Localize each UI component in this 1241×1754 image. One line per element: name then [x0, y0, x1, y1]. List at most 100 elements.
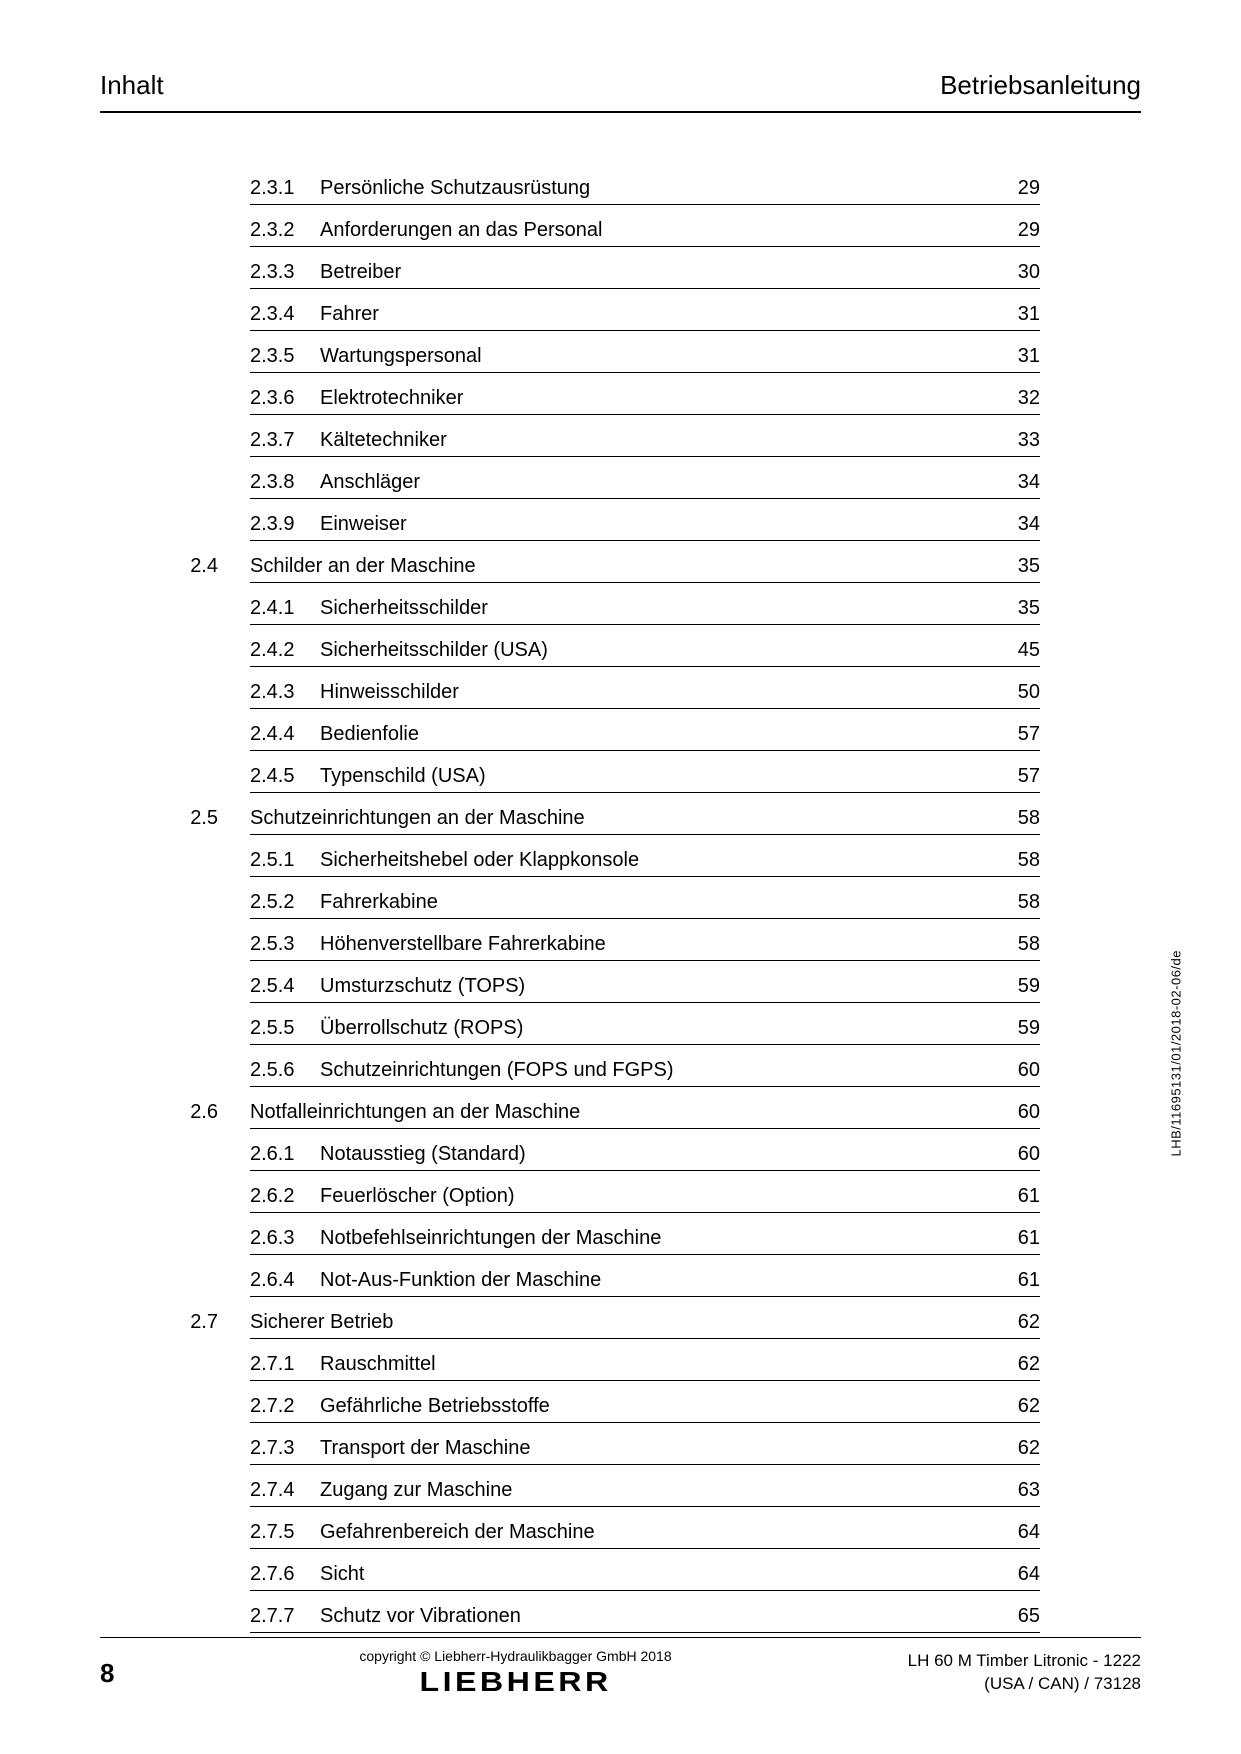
subsection-number: 2.3.6 — [250, 387, 320, 410]
entry-page: 58 — [990, 807, 1040, 830]
subsection-number: 2.5.6 — [250, 1059, 320, 1082]
entry-title: Bedienfolie — [320, 723, 990, 746]
toc-entry: 2.3.7Kältetechniker33 — [250, 429, 1040, 457]
subsection-number: 2.6.1 — [250, 1143, 320, 1166]
entry-title: Fahrerkabine — [320, 891, 990, 914]
entry-title: Kältetechniker — [320, 429, 990, 452]
toc-entry: 2.3.2Anforderungen an das Personal29 — [250, 219, 1040, 247]
toc-entry: 2.7.7Schutz vor Vibrationen65 — [250, 1605, 1040, 1633]
subsection-number: 2.6.2 — [250, 1185, 320, 1208]
toc-entry: 2.3.1Persönliche Schutzausrüstung29 — [250, 177, 1040, 205]
subsection-number: 2.6.3 — [250, 1227, 320, 1250]
page-footer: 8 copyright © Liebherr-Hydraulikbagger G… — [100, 1637, 1141, 1698]
entry-title: Feuerlöscher (Option) — [320, 1185, 990, 1208]
entry-page: 63 — [990, 1479, 1040, 1502]
toc-entry: 2.6.4Not-Aus-Funktion der Maschine61 — [250, 1269, 1040, 1297]
brand-logo: LIEBHERR — [419, 1666, 611, 1698]
subsection-number: 2.4.5 — [250, 765, 320, 788]
header-left: Inhalt — [100, 70, 164, 101]
entry-title: Schutz vor Vibrationen — [320, 1605, 990, 1628]
entry-title: Schilder an der Maschine — [250, 555, 990, 578]
toc-entry: 2.6.3Notbefehlseinrichtungen der Maschin… — [250, 1227, 1040, 1255]
entry-title: Anschläger — [320, 471, 990, 494]
subsection-number: 2.7.3 — [250, 1437, 320, 1460]
entry-page: 60 — [990, 1101, 1040, 1124]
toc-section: 2.5Schutzeinrichtungen an der Maschine58 — [250, 807, 1040, 835]
toc-entry: 2.7.4Zugang zur Maschine63 — [250, 1479, 1040, 1507]
entry-page: 59 — [990, 975, 1040, 998]
toc-section: 2.4Schilder an der Maschine35 — [250, 555, 1040, 583]
entry-page: 58 — [990, 933, 1040, 956]
toc-entry: 2.3.9Einweiser34 — [250, 513, 1040, 541]
subsection-number: 2.5.2 — [250, 891, 320, 914]
subsection-number: 2.3.9 — [250, 513, 320, 536]
toc-section: 2.6Notfalleinrichtungen an der Maschine6… — [250, 1101, 1040, 1129]
entry-page: 29 — [990, 177, 1040, 200]
subsection-number: 2.3.1 — [250, 177, 320, 200]
subsection-number: 2.3.2 — [250, 219, 320, 242]
subsection-number: 2.3.7 — [250, 429, 320, 452]
toc-entry: 2.5.4Umsturzschutz (TOPS)59 — [250, 975, 1040, 1003]
entry-title: Hinweisschilder — [320, 681, 990, 704]
entry-page: 59 — [990, 1017, 1040, 1040]
entry-page: 60 — [990, 1059, 1040, 1082]
toc-entry: 2.7.2Gefährliche Betriebsstoffe62 — [250, 1395, 1040, 1423]
entry-page: 64 — [990, 1563, 1040, 1586]
entry-title: Rauschmittel — [320, 1353, 990, 1376]
subsection-number: 2.3.8 — [250, 471, 320, 494]
toc-entry: 2.7.3Transport der Maschine62 — [250, 1437, 1040, 1465]
toc-entry: 2.6.1Notausstieg (Standard)60 — [250, 1143, 1040, 1171]
entry-page: 61 — [990, 1185, 1040, 1208]
entry-title: Typenschild (USA) — [320, 765, 990, 788]
entry-title: Gefahrenbereich der Maschine — [320, 1521, 990, 1544]
entry-page: 62 — [990, 1353, 1040, 1376]
toc-entry: 2.4.4Bedienfolie57 — [250, 723, 1040, 751]
entry-title: Betreiber — [320, 261, 990, 284]
model-line-1: LH 60 M Timber Litronic - 1222 — [811, 1650, 1141, 1673]
entry-title: Transport der Maschine — [320, 1437, 990, 1460]
entry-title: Notbefehlseinrichtungen der Maschine — [320, 1227, 990, 1250]
model-line-2: (USA / CAN) / 73128 — [811, 1673, 1141, 1696]
entry-title: Höhenverstellbare Fahrerkabine — [320, 933, 990, 956]
entry-page: 35 — [990, 555, 1040, 578]
subsection-number: 2.5.5 — [250, 1017, 320, 1040]
entry-title: Überrollschutz (ROPS) — [320, 1017, 990, 1040]
toc-entry: 2.3.6Elektrotechniker32 — [250, 387, 1040, 415]
toc-entry: 2.7.6Sicht64 — [250, 1563, 1040, 1591]
subsection-number: 2.7.4 — [250, 1479, 320, 1502]
document-code: LHB/11695131/01/2018-02-06/de — [1169, 950, 1184, 1157]
toc-entry: 2.4.2Sicherheitsschilder (USA)45 — [250, 639, 1040, 667]
section-number: 2.6 — [154, 1101, 218, 1124]
section-number: 2.7 — [154, 1311, 218, 1334]
footer-right: LH 60 M Timber Litronic - 1222 (USA / CA… — [811, 1650, 1141, 1696]
entry-title: Elektrotechniker — [320, 387, 990, 410]
toc-entry: 2.6.2Feuerlöscher (Option)61 — [250, 1185, 1040, 1213]
entry-page: 57 — [990, 723, 1040, 746]
entry-title: Schutzeinrichtungen (FOPS und FGPS) — [320, 1059, 990, 1082]
entry-page: 31 — [990, 303, 1040, 326]
entry-page: 61 — [990, 1227, 1040, 1250]
entry-title: Wartungspersonal — [320, 345, 990, 368]
toc-entry: 2.4.1Sicherheitsschilder35 — [250, 597, 1040, 625]
page: Inhalt Betriebsanleitung 2.3.1Persönlich… — [0, 0, 1241, 1754]
toc-entry: 2.3.3Betreiber30 — [250, 261, 1040, 289]
entry-page: 65 — [990, 1605, 1040, 1628]
entry-title: Sicht — [320, 1563, 990, 1586]
header-right: Betriebsanleitung — [940, 70, 1141, 101]
toc-section: 2.7Sicherer Betrieb62 — [250, 1311, 1040, 1339]
entry-page: 62 — [990, 1437, 1040, 1460]
subsection-number: 2.5.3 — [250, 933, 320, 956]
entry-title: Umsturzschutz (TOPS) — [320, 975, 990, 998]
entry-title: Notfalleinrichtungen an der Maschine — [250, 1101, 990, 1124]
entry-title: Anforderungen an das Personal — [320, 219, 990, 242]
copyright-text: copyright © Liebherr-Hydraulikbagger Gmb… — [220, 1648, 811, 1664]
entry-page: 35 — [990, 597, 1040, 620]
entry-page: 62 — [990, 1395, 1040, 1418]
subsection-number: 2.7.7 — [250, 1605, 320, 1628]
toc-entry: 2.3.5Wartungspersonal31 — [250, 345, 1040, 373]
toc-entry: 2.7.1Rauschmittel62 — [250, 1353, 1040, 1381]
entry-page: 29 — [990, 219, 1040, 242]
toc-entry: 2.4.3Hinweisschilder50 — [250, 681, 1040, 709]
entry-title: Schutzeinrichtungen an der Maschine — [250, 807, 990, 830]
toc-entry: 2.5.6Schutzeinrichtungen (FOPS und FGPS)… — [250, 1059, 1040, 1087]
